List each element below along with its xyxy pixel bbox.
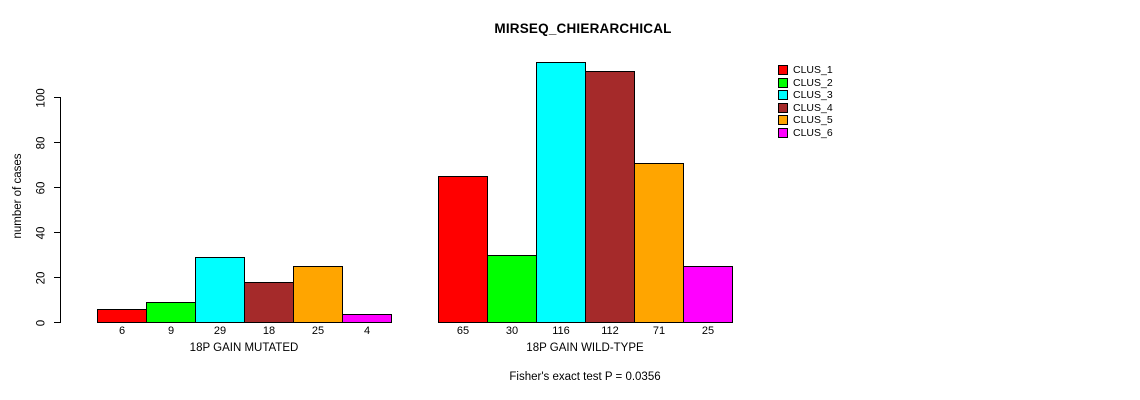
legend-swatch-icon (778, 127, 788, 138)
bar-value-label: 25 (311, 325, 325, 337)
bar-value-label: 71 (652, 325, 666, 337)
bar-clus_1-18p-gain-mutated (97, 309, 147, 323)
bar-clus_6-18p-gain-wild-type (683, 266, 733, 323)
fisher-test-annotation: Fisher's exact test P = 0.0356 (509, 371, 661, 383)
bar-clus_5-18p-gain-wild-type (634, 162, 684, 323)
legend-swatch-icon (778, 102, 788, 113)
y-axis-tick (54, 277, 61, 278)
legend-entry-clus_2: CLUS_2 (778, 77, 833, 90)
bar-value-label: 9 (167, 325, 175, 337)
bar-value-label: 112 (601, 325, 619, 337)
bar-clus_2-18p-gain-wild-type (487, 255, 537, 323)
legend-swatch-icon (778, 77, 788, 88)
bar-clus_1-18p-gain-wild-type (438, 176, 488, 323)
legend-label: CLUS_6 (793, 126, 833, 139)
y-axis-tick (54, 187, 61, 188)
legend-swatch-icon (778, 115, 788, 126)
bar-clus_3-18p-gain-mutated (195, 257, 245, 323)
legend-label: CLUS_1 (793, 64, 833, 76)
y-axis-tick (54, 142, 61, 143)
legend-label: CLUS_3 (793, 89, 833, 101)
bar-clus_6-18p-gain-mutated (342, 313, 392, 323)
bar-value-label: 4 (363, 325, 371, 337)
y-axis-tick (54, 97, 61, 98)
legend-label: CLUS_5 (793, 114, 833, 126)
legend-entry-clus_1: CLUS_1 (778, 64, 833, 77)
y-axis-tick-label: 20 (35, 271, 48, 284)
bar-value-label: 6 (118, 325, 126, 337)
bar-value-label: 116 (552, 325, 570, 337)
legend-swatch-icon (778, 65, 788, 76)
x-group-label: 18P GAIN WILD-TYPE (526, 342, 644, 354)
chart-title: MIRSEQ_CHIERARCHICAL (494, 21, 672, 36)
legend-entry-clus_4: CLUS_4 (778, 102, 833, 115)
legend-swatch-icon (778, 90, 788, 101)
x-group-label: 18P GAIN MUTATED (189, 342, 299, 354)
y-axis-tick-label: 40 (35, 226, 48, 239)
legend-entry-clus_6: CLUS_6 (778, 127, 833, 140)
bar-value-label: 25 (701, 325, 715, 337)
bar-value-label: 29 (213, 325, 227, 337)
bar-clus_5-18p-gain-mutated (293, 266, 343, 323)
legend-label: CLUS_4 (793, 101, 833, 114)
y-axis-line (60, 97, 61, 323)
legend: CLUS_1 CLUS_2 CLUS_3 CLUS_4 CLUS_5 CLUS_6 (778, 64, 833, 139)
y-axis-tick-label: 0 (35, 319, 48, 326)
bar-value-label: 65 (456, 325, 470, 337)
bar-clus_2-18p-gain-mutated (146, 302, 196, 323)
bar-value-label: 18 (262, 325, 276, 337)
legend-entry-clus_5: CLUS_5 (778, 114, 833, 127)
y-axis-tick (54, 232, 61, 233)
bar-clus_4-18p-gain-wild-type (585, 70, 635, 323)
legend-entry-clus_3: CLUS_3 (778, 89, 833, 102)
y-axis-tick-label: 60 (35, 181, 48, 194)
y-axis-tick-label: 100 (35, 87, 48, 108)
bar-clus_4-18p-gain-mutated (244, 282, 294, 323)
bar-value-label: 30 (505, 325, 519, 337)
y-axis-tick-label: 80 (35, 136, 48, 149)
legend-label: CLUS_2 (793, 76, 833, 89)
y-axis-tick (54, 322, 61, 323)
bar-clus_3-18p-gain-wild-type (536, 61, 586, 323)
